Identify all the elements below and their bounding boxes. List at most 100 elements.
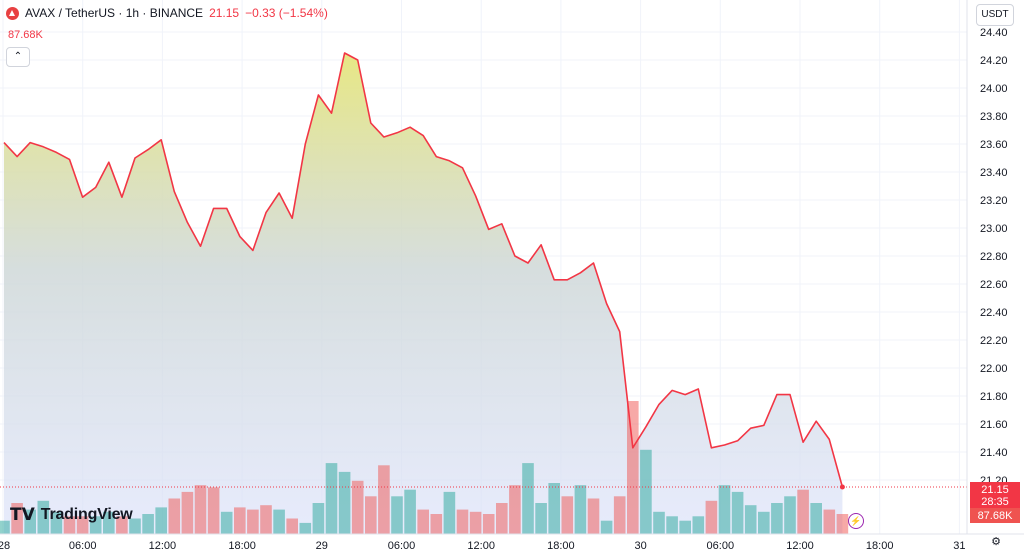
volume-bar: [810, 503, 822, 534]
price-tick-label: 22.80: [980, 251, 1008, 263]
volume-bars: [0, 401, 849, 535]
volume-bar: [63, 516, 76, 534]
tradingview-wordmark: TradingView: [40, 506, 133, 523]
currency-button[interactable]: USDT: [976, 4, 1014, 26]
price-tick-label: 22.20: [980, 335, 1008, 347]
price-change: −0.33 (−1.54%): [245, 6, 328, 20]
volume-bar: [744, 505, 757, 534]
last-price-value: 21.15: [981, 484, 1009, 496]
tradingview-logo[interactable]: TV TradingView: [10, 505, 133, 525]
last-price: 21.15: [209, 6, 240, 20]
last-price-dot: [839, 484, 845, 490]
volume-bar: [600, 520, 613, 534]
volume-bar: [116, 516, 128, 534]
time-tick-label: 28: [0, 540, 10, 552]
volume-bar: [443, 491, 456, 534]
price-area-fill: [4, 53, 843, 534]
volume-bar: [338, 471, 351, 534]
volume-bar: [286, 518, 298, 534]
volume-bar: [613, 496, 626, 534]
price-tick-label: 22.60: [980, 279, 1008, 291]
gear-icon[interactable]: ⚙: [991, 536, 1001, 548]
time-tick-label: 06:00: [69, 540, 97, 552]
volume-bar: [758, 511, 770, 534]
volume-bar: [823, 509, 836, 534]
avax-logo-icon: [6, 6, 19, 20]
collapse-legend-button[interactable]: ⌃: [6, 47, 30, 67]
volume-bar: [482, 514, 495, 534]
volume-bar: [11, 503, 23, 534]
price-tick-label: 24.40: [980, 27, 1008, 39]
volume-bar: [76, 516, 89, 534]
volume-bar: [273, 509, 285, 534]
time-tick-label: 12:00: [149, 540, 177, 552]
price-tick-label: 24.20: [980, 55, 1008, 67]
volume-badge-value: 87.68K: [978, 510, 1014, 522]
volume-bar: [37, 500, 50, 535]
tradingview-mark-icon: TV: [10, 505, 35, 525]
price-tick-label: 23.40: [980, 167, 1008, 179]
volume-bar: [260, 505, 272, 534]
price-tick-label: 23.60: [980, 139, 1008, 151]
volume-bar: [509, 485, 521, 534]
bar-countdown: 28:35: [981, 496, 1009, 508]
volume-bar: [627, 401, 639, 534]
volume-bar: [456, 509, 469, 534]
volume-bar: [548, 483, 560, 534]
lightning-icon[interactable]: ⚡: [848, 513, 864, 529]
last-price-label: 21.15 28:35 87.68K: [970, 482, 1020, 523]
symbol-header[interactable]: AVAX / TetherUS · 1h · BINANCE 21.15 −0.…: [6, 6, 328, 20]
volume-bar: [653, 511, 665, 534]
time-tick-label: 18:00: [866, 540, 894, 552]
volume-bar: [50, 511, 63, 534]
volume-bar: [417, 509, 429, 534]
volume-bar: [666, 516, 678, 534]
volume-bar: [234, 507, 246, 534]
volume-bar: [771, 503, 783, 534]
time-tick-label: 30: [634, 540, 646, 552]
price-tick-label: 23.20: [980, 195, 1008, 207]
volume-badge: [970, 508, 1020, 523]
volume-bar: [469, 511, 482, 534]
time-tick-label: 12:00: [467, 540, 495, 552]
price-tick-label: 22.00: [980, 363, 1008, 375]
volume-bar: [430, 514, 443, 534]
price-tick-label: 24.00: [980, 83, 1008, 95]
volume-bar: [103, 511, 115, 534]
time-tick-label: 12:00: [786, 540, 814, 552]
volume-bar: [640, 449, 652, 534]
volume-bar: [797, 489, 809, 534]
time-tick-label: 06:00: [388, 540, 416, 552]
volume-bar: [679, 520, 691, 534]
volume-bar: [312, 503, 325, 534]
time-tick-label: 29: [316, 540, 328, 552]
price-tick-label: 21.60: [980, 419, 1008, 431]
price-line: [3, 52, 844, 488]
volume-legend: 87.68K: [8, 29, 43, 41]
price-tick-label: 23.80: [980, 111, 1008, 123]
volume-bar: [378, 465, 390, 534]
volume-bar: [142, 514, 154, 534]
volume-bar: [155, 507, 167, 534]
price-axis[interactable]: 24.40 24.20 24.00 23.80 23.60 23.40 23.20 23.00…: [980, 27, 1008, 487]
time-tick-label: 06:00: [707, 540, 735, 552]
volume-bar: [0, 520, 10, 534]
volume-bar: [784, 496, 796, 534]
volume-bar: [587, 498, 600, 534]
volume-bar: [535, 503, 547, 534]
volume-bar: [692, 516, 705, 534]
price-tick-label: 21.40: [980, 447, 1008, 459]
volume-bar: [705, 500, 718, 535]
volume-bar: [24, 509, 36, 534]
time-tick-label: 31: [953, 540, 965, 552]
time-axis[interactable]: 28 06:00 12:00 18:00 29 06:00 12:00 18:00 30 06:0…: [0, 540, 966, 552]
volume-bar: [836, 514, 849, 534]
volume-bar: [731, 491, 744, 534]
price-tick-label: 21.80: [980, 391, 1008, 403]
volume-bar: [365, 496, 377, 534]
volume-bar: [247, 509, 259, 534]
volume-bar: [574, 485, 587, 534]
volume-bar: [391, 496, 403, 534]
symbol-title[interactable]: AVAX / TetherUS · 1h · BINANCE: [25, 6, 204, 20]
